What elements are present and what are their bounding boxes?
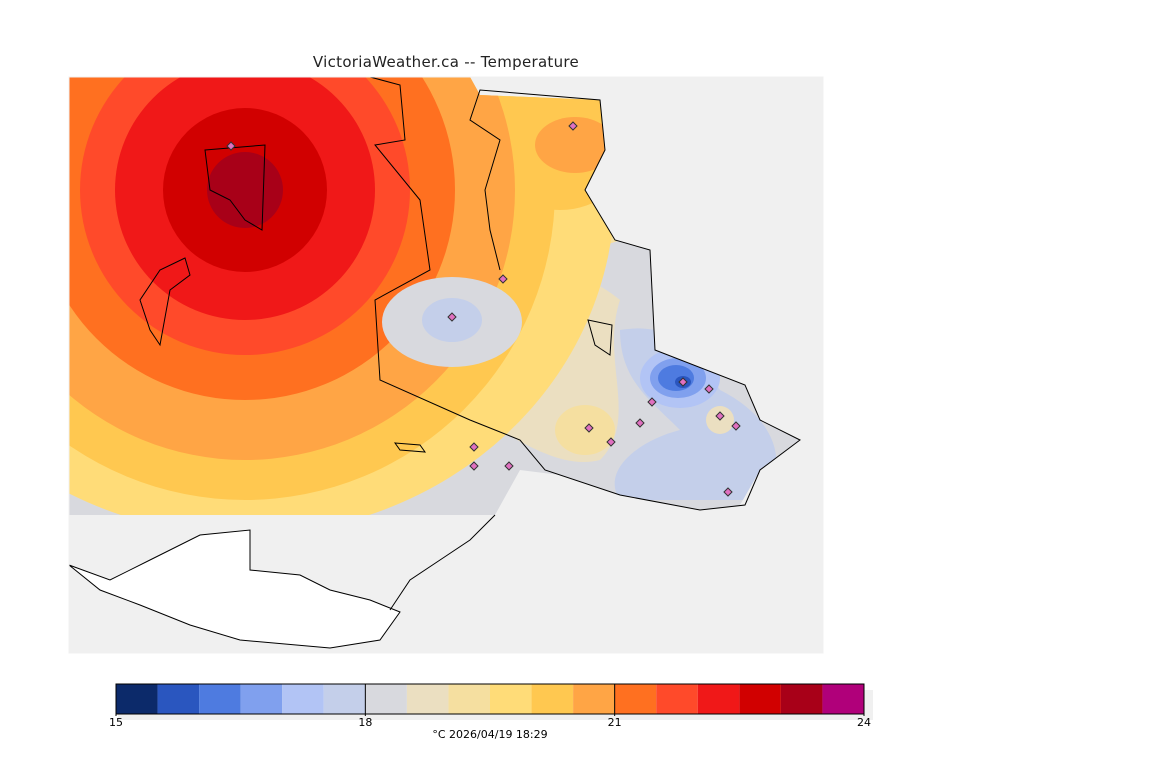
colorbar-bin — [614, 684, 657, 714]
coastline-washington — [68, 529, 401, 649]
station-marker[interactable] — [731, 421, 741, 431]
station-marker[interactable] — [584, 423, 594, 433]
colorbar-bin — [822, 684, 864, 714]
colorbar-bin — [157, 684, 200, 714]
station-marker[interactable] — [469, 442, 479, 452]
chart-title: VictoriaWeather.ca -- Temperature — [312, 53, 580, 71]
station-marker[interactable] — [606, 437, 616, 447]
coastline-east — [389, 514, 496, 611]
station-marker[interactable] — [635, 418, 645, 428]
island — [393, 442, 427, 453]
colorbar-bin — [739, 684, 781, 714]
station-marker[interactable] — [498, 274, 508, 284]
colorbar-tick-label: 24 — [857, 716, 871, 729]
station-marker[interactable] — [447, 312, 457, 322]
colorbar-bin — [573, 684, 615, 714]
coastline-inlet — [139, 257, 191, 347]
colorbar-bin — [365, 684, 407, 714]
colorbar — [115, 683, 865, 716]
colorbar-bin — [656, 684, 698, 714]
colorbar-bin — [406, 684, 449, 714]
colorbar-units-timestamp: °C 2026/04/19 18:29 — [432, 728, 548, 741]
colorbar-bin — [780, 684, 823, 714]
station-marker[interactable] — [678, 377, 688, 387]
coastline-vancouver-island — [369, 76, 801, 511]
station-marker[interactable] — [723, 487, 733, 497]
station-marker[interactable] — [704, 384, 714, 394]
colorbar-bin — [240, 684, 283, 714]
colorbar-tick-label: 21 — [607, 716, 622, 729]
temperature-field — [69, 77, 800, 515]
map-frame — [68, 76, 824, 654]
colorbar-bin — [697, 684, 740, 714]
colorbar-tick-label: 15 — [109, 716, 123, 729]
station-marker[interactable] — [504, 461, 514, 471]
weather-stations — [226, 121, 741, 497]
station-marker[interactable] — [469, 461, 479, 471]
colorbar-bin — [116, 684, 158, 714]
colorbar-bin — [531, 684, 574, 714]
colorbar-bin — [490, 684, 532, 714]
colorbar-bin — [199, 684, 241, 714]
station-marker[interactable] — [647, 397, 657, 407]
station-marker[interactable] — [226, 141, 236, 151]
station-marker[interactable] — [568, 121, 578, 131]
colorbar-bin — [448, 684, 490, 714]
island — [587, 319, 613, 356]
station-marker[interactable] — [715, 411, 725, 421]
colorbar-bin — [323, 684, 366, 714]
colorbar-tick-label: 18 — [358, 716, 373, 729]
colorbar-bin — [282, 684, 324, 714]
coastline-lake — [204, 144, 266, 231]
